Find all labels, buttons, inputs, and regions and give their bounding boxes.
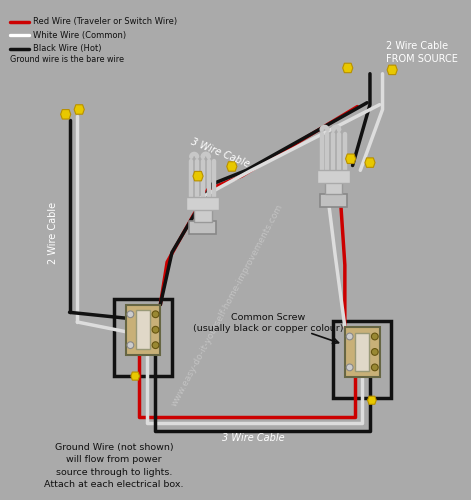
Bar <box>187 198 219 210</box>
Bar <box>114 299 172 376</box>
Bar <box>194 209 211 222</box>
Circle shape <box>372 348 378 356</box>
Polygon shape <box>227 162 237 171</box>
Text: 3 Wire Cable: 3 Wire Cable <box>222 433 284 443</box>
Circle shape <box>346 333 353 340</box>
Circle shape <box>127 311 134 318</box>
Circle shape <box>152 311 159 318</box>
Text: Red Wire (Traveler or Switch Wire): Red Wire (Traveler or Switch Wire) <box>33 17 177 26</box>
Text: 2 Wire Cable
FROM SOURCE: 2 Wire Cable FROM SOURCE <box>386 41 458 64</box>
Bar <box>356 332 369 372</box>
Text: Common Screw
(usually black or copper colour): Common Screw (usually black or copper co… <box>193 314 344 332</box>
Circle shape <box>372 364 378 371</box>
Bar <box>126 304 160 355</box>
Polygon shape <box>365 158 375 168</box>
Circle shape <box>346 364 353 371</box>
Bar <box>333 321 391 398</box>
Text: 2 Wire Cable: 2 Wire Cable <box>48 202 58 264</box>
Polygon shape <box>346 154 356 164</box>
Text: Ground wire is the bare wire: Ground wire is the bare wire <box>10 55 124 64</box>
Polygon shape <box>343 63 353 72</box>
Polygon shape <box>193 172 203 181</box>
Polygon shape <box>74 104 84 114</box>
Bar <box>136 310 150 349</box>
Circle shape <box>152 326 159 333</box>
Polygon shape <box>387 65 397 74</box>
Bar <box>345 327 380 377</box>
Circle shape <box>152 342 159 348</box>
Circle shape <box>372 333 378 340</box>
Bar <box>320 194 347 207</box>
Polygon shape <box>367 396 376 404</box>
Polygon shape <box>61 110 71 119</box>
Polygon shape <box>131 372 139 380</box>
Bar <box>189 220 216 234</box>
Text: 3 Wire Cable: 3 Wire Cable <box>189 136 251 170</box>
Text: Black Wire (Hot): Black Wire (Hot) <box>33 44 101 53</box>
Bar <box>317 170 349 183</box>
Circle shape <box>127 342 134 348</box>
Text: White Wire (Common): White Wire (Common) <box>33 30 126 40</box>
Text: www.easy-do-it-yourself-home-improvements.com: www.easy-do-it-yourself-home-improvement… <box>170 202 284 408</box>
Text: Ground Wire (not shown)
will flow from power
source through to lights.
Attach at: Ground Wire (not shown) will flow from p… <box>44 442 184 489</box>
Bar <box>325 182 342 194</box>
